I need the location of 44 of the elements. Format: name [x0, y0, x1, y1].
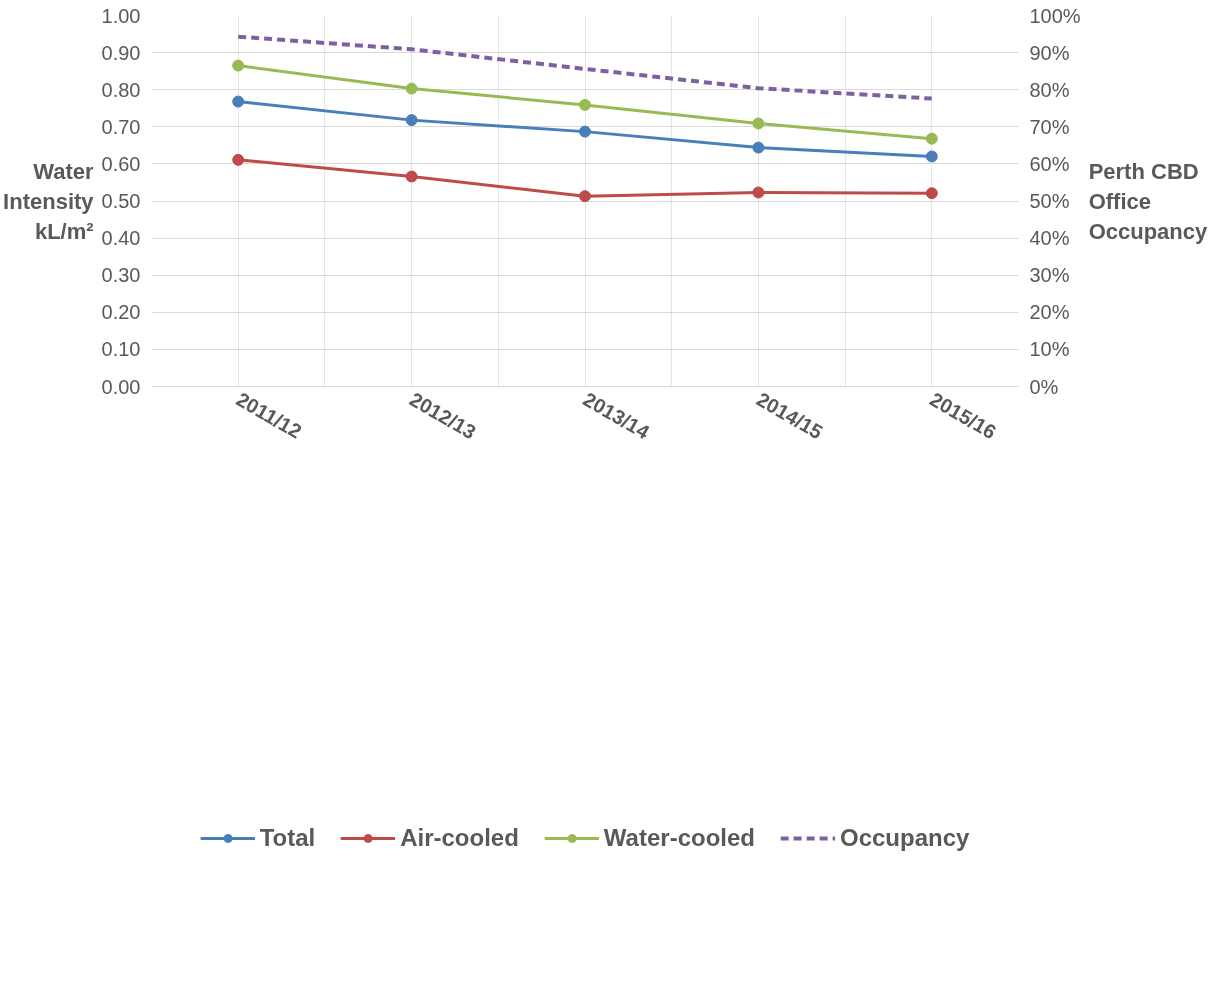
y-tick-label: 0.10 [101, 338, 141, 361]
y2-tick-label: 0% [1029, 375, 1059, 398]
y2-tick-label: 50% [1029, 190, 1070, 212]
y2-tick-label: 80% [1029, 78, 1070, 101]
y-tick-label: 0.70 [101, 115, 141, 138]
y2-tick-label: 60% [1029, 152, 1070, 175]
point [405, 170, 418, 183]
y2-tick-label: 20% [1029, 301, 1070, 324]
y2-tick-label: 30% [1029, 264, 1070, 287]
line-series [236, 34, 934, 101]
point [579, 98, 591, 111]
point [405, 82, 418, 95]
y2-tick-label: 10% [1029, 338, 1070, 361]
y2-tick-label: 100% [1029, 4, 1081, 27]
point [579, 125, 591, 138]
legend-label: Total [259, 824, 316, 852]
y-tick-label: 0.50 [101, 190, 141, 212]
legend-label: Air-cooled [400, 824, 519, 852]
y-tick-label: 0.00 [101, 375, 141, 398]
point [752, 186, 765, 199]
point [752, 117, 765, 130]
y-tick-label: 0.90 [101, 41, 141, 64]
y-tick-label: 0.20 [101, 301, 141, 324]
point [925, 187, 938, 200]
point [232, 153, 245, 166]
y2-tick-label: 70% [1029, 115, 1070, 138]
y-tick-label: 0.80 [101, 78, 141, 101]
point [925, 150, 938, 163]
y-tick-label: 0.60 [101, 152, 141, 175]
y-tick-label: 0.30 [101, 264, 141, 287]
point [232, 59, 245, 72]
y-tick-label: 0.40 [101, 227, 141, 250]
point [925, 132, 938, 145]
y-axis-title: Water Intensity kL/m² [3, 158, 95, 244]
y2-axis-title: Perth CBD Office Occupancy [1088, 158, 1209, 244]
point [752, 141, 765, 154]
y-tick-label: 1.00 [101, 4, 141, 27]
legend-label: Water-cooled [603, 824, 755, 852]
point [579, 190, 591, 203]
point [232, 95, 245, 108]
legend-label: Occupancy [839, 824, 970, 852]
point [405, 114, 418, 127]
y2-tick-label: 40% [1029, 227, 1070, 250]
y2-tick-label: 90% [1029, 41, 1070, 64]
